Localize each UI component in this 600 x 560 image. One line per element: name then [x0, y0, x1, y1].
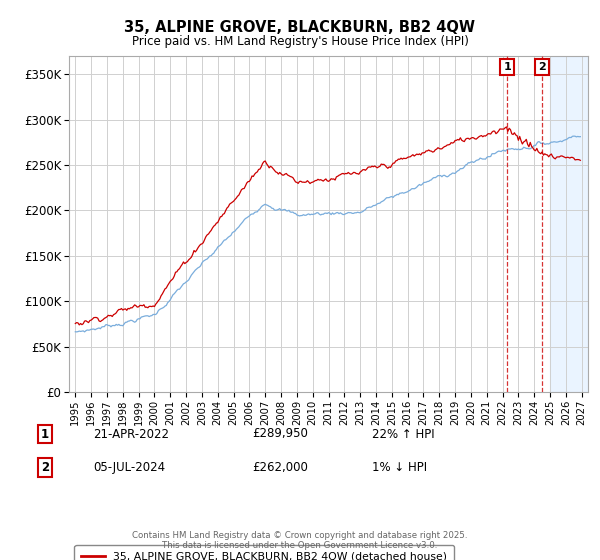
Text: Contains HM Land Registry data © Crown copyright and database right 2025.
This d: Contains HM Land Registry data © Crown c… — [132, 530, 468, 550]
Bar — [550, 56, 588, 392]
Text: 1: 1 — [41, 427, 49, 441]
Text: Price paid vs. HM Land Registry's House Price Index (HPI): Price paid vs. HM Land Registry's House … — [131, 35, 469, 48]
Text: 21-APR-2022: 21-APR-2022 — [93, 427, 169, 441]
Text: 35, ALPINE GROVE, BLACKBURN, BB2 4QW: 35, ALPINE GROVE, BLACKBURN, BB2 4QW — [125, 20, 476, 35]
Text: 05-JUL-2024: 05-JUL-2024 — [93, 461, 165, 474]
Text: £262,000: £262,000 — [252, 461, 308, 474]
Text: 2: 2 — [41, 461, 49, 474]
Text: 1: 1 — [503, 62, 511, 72]
Text: 1% ↓ HPI: 1% ↓ HPI — [372, 461, 427, 474]
Text: £289,950: £289,950 — [252, 427, 308, 441]
Text: 2: 2 — [538, 62, 546, 72]
Text: 22% ↑ HPI: 22% ↑ HPI — [372, 427, 434, 441]
Legend: 35, ALPINE GROVE, BLACKBURN, BB2 4QW (detached house), HPI: Average price, detac: 35, ALPINE GROVE, BLACKBURN, BB2 4QW (de… — [74, 545, 454, 560]
